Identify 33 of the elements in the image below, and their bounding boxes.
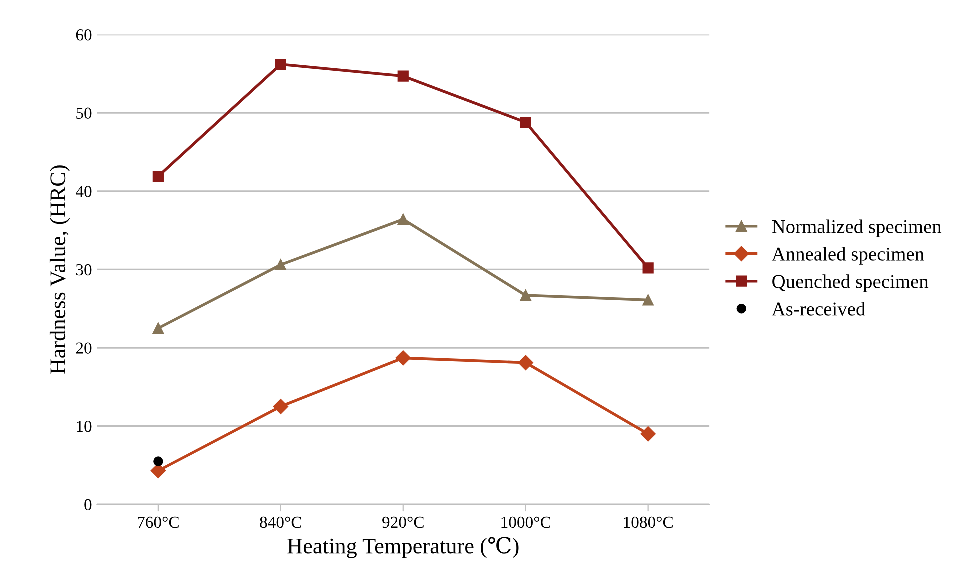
point — [275, 259, 286, 271]
point — [520, 290, 532, 302]
x-tick-label: 920°C — [382, 516, 424, 528]
point — [640, 426, 656, 442]
point — [273, 399, 288, 414]
y-tick-label: 0 — [84, 499, 92, 511]
point — [518, 355, 534, 370]
y-tick-label: 20 — [76, 342, 92, 354]
y-tick-label: 60 — [76, 30, 92, 41]
x-tick-label: 1080°C — [624, 516, 673, 528]
y-axis-title: Hardness Value, (HRC) — [50, 166, 70, 374]
legend-label: Annealed specimen — [772, 247, 924, 265]
y-tick-label: 30 — [76, 264, 92, 276]
x-tick-label: 760°C — [138, 516, 179, 528]
point — [152, 170, 164, 182]
x-axis-title: Heating Temperature (℃) — [288, 537, 519, 558]
legend-label: Quenched specimen — [772, 274, 929, 292]
point — [642, 262, 654, 274]
legend-label: Normalized specimen — [772, 220, 942, 238]
point — [154, 456, 164, 466]
point — [396, 350, 411, 366]
point — [152, 322, 164, 334]
point — [520, 116, 532, 128]
point — [398, 70, 409, 82]
y-tick-label: 50 — [76, 108, 92, 120]
point — [275, 59, 286, 70]
x-tick-label: 1000°C — [502, 516, 550, 528]
y-tick-label: 10 — [77, 421, 92, 432]
y-tick-label: 40 — [76, 186, 92, 198]
x-tick-label: 840°C — [260, 516, 302, 528]
legend-label: As-received — [772, 302, 866, 316]
point — [398, 214, 409, 226]
point — [642, 294, 654, 306]
